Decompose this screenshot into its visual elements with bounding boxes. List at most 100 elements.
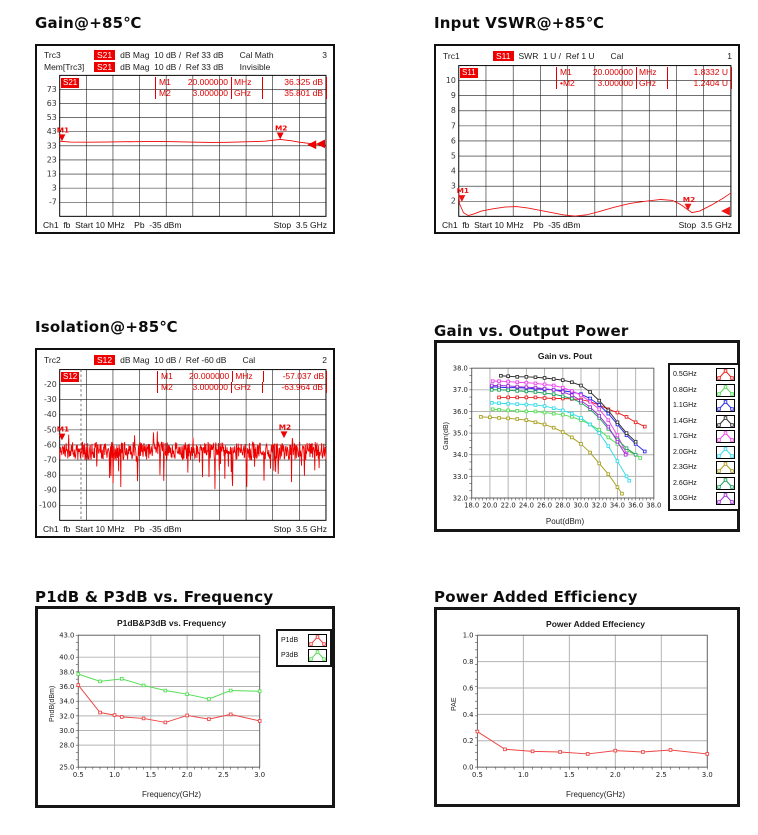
- sparam-corner-badge: S11: [460, 68, 478, 78]
- svg-text:-90: -90: [44, 486, 57, 495]
- series-PAE: [475, 729, 710, 756]
- trace-name: Trc1: [443, 50, 460, 61]
- marker-unit: MHz: [636, 67, 667, 78]
- legend-series-icon: [716, 399, 735, 413]
- svg-text:13: 13: [47, 169, 57, 178]
- svg-text:2.0: 2.0: [610, 771, 621, 779]
- measurement-trace: [59, 431, 327, 490]
- marker-unit: MHz: [232, 371, 263, 382]
- svg-text:8: 8: [451, 106, 456, 115]
- pae-plot: 0.5 1.0 1.5 2.0 2.5 3.0 0.0 0.2 0.4 0.6 0.8 1.0: [463, 632, 713, 779]
- svg-text:-60: -60: [44, 440, 57, 449]
- legend-item-1.7GHz: 1.7GHz: [673, 429, 735, 445]
- svg-text:3.0: 3.0: [702, 771, 713, 779]
- legend-label: P3dB: [281, 652, 299, 659]
- marker-readout-m1: M1 20.000000 MHz -57.037 dB: [157, 371, 327, 382]
- svg-text:36.0: 36.0: [628, 502, 643, 510]
- marker-label: M1: [157, 371, 189, 382]
- legend-series-icon: [716, 383, 735, 397]
- svg-text:0.6: 0.6: [463, 684, 474, 692]
- marker-readout-m1: M1 20.000000 MHz 36.325 dB: [155, 77, 327, 88]
- trace-name: Trc3: [44, 49, 61, 60]
- panel-gain: Gain@+85℃ Trc3 S21 dB Mag 10 dB / Ref 33…: [35, 14, 335, 234]
- legend-label: 2.3GHz: [673, 464, 697, 472]
- window-number: 2: [322, 354, 327, 365]
- marker-frequency: 3.000000: [597, 78, 633, 88]
- trace-edge-arrow: [721, 206, 730, 216]
- legend-series-icon: [716, 414, 735, 428]
- marker-value: 1.2404 U: [667, 78, 731, 89]
- series-0.8GHz: [490, 407, 642, 460]
- legend-series-icon: [716, 430, 735, 444]
- marker-label: M2: [157, 382, 189, 393]
- lv-chart-pae: Power Added Effeciency 0.5 1.0 1.5 2.0 2.5 3.…: [434, 607, 740, 807]
- svg-text:43.0: 43.0: [59, 632, 74, 640]
- svg-text:-80: -80: [44, 471, 57, 480]
- svg-text:0.5: 0.5: [472, 771, 483, 779]
- tick-labels: 0.5 1.0 1.5 2.0 2.5 3.0 0.0 0.2 0.4 0.6 0.8 1.0: [463, 632, 713, 779]
- svg-text:34.0: 34.0: [610, 502, 625, 510]
- grid: [59, 74, 327, 217]
- marker-label: •M2: [556, 78, 588, 89]
- cal-state: Cal: [242, 354, 256, 365]
- legend-series-icon: [716, 492, 735, 506]
- svg-text:33: 33: [47, 141, 57, 150]
- trace-format: dB Mag 10 dB / Ref 33 dB: [120, 61, 224, 72]
- marker-value: 36.325 dB: [262, 77, 326, 88]
- mem-state: Invisible: [239, 61, 271, 72]
- marker-readout-m2: •M2 3.000000 GHz 1.2404 U: [556, 78, 732, 89]
- svg-text:1.0: 1.0: [518, 771, 529, 779]
- svg-text:34.0: 34.0: [453, 451, 468, 459]
- marker-value: 1.8332 U: [667, 67, 731, 78]
- grid: [477, 635, 708, 768]
- svg-text:43: 43: [47, 127, 57, 136]
- svg-text:20.0: 20.0: [482, 502, 497, 510]
- panel-title-gain-vs-pout: Gain vs. Output Power: [434, 322, 629, 340]
- svg-text:0.5: 0.5: [73, 771, 84, 779]
- marker-glyph-label: M1: [57, 425, 69, 434]
- minor-ticks: [474, 634, 708, 770]
- lv-chart-p1db-p3db: P1dB&P3dB vs. Frequency 0.5 1.0 1.5 2.0 2.5 3…: [35, 606, 335, 808]
- y-axis-title: PndB(dBm): [49, 685, 56, 723]
- sweep-start-info: Ch1 fb Start 10 MHz Pb -35 dBm: [43, 220, 182, 230]
- legend-item-0.5GHz: 0.5GHz: [673, 367, 735, 383]
- vna-screen-vswr: Trc1 S11 SWR 1 U / Ref 1 U Cal 1 10 9 8 7 6 5…: [434, 44, 740, 234]
- svg-text:28.0: 28.0: [555, 502, 570, 510]
- svg-text:6: 6: [451, 136, 456, 145]
- svg-text:38.0: 38.0: [59, 668, 74, 676]
- cal-state: Cal Math: [239, 49, 274, 60]
- y-axis-tick-labels: 10 9 8 7 6 5 4 3 2: [446, 76, 456, 206]
- svg-text:30.0: 30.0: [573, 502, 588, 510]
- legend-label: P1dB: [281, 637, 299, 644]
- svg-text:-30: -30: [44, 395, 57, 404]
- sweep-start-info: Ch1 fb Start 10 MHz Pb -35 dBm: [442, 220, 581, 230]
- sweep-stop-info: Stop 3.5 GHz: [273, 524, 327, 534]
- trace-edge-arrow: [316, 139, 325, 149]
- svg-text:3: 3: [52, 184, 57, 193]
- sweep-stop-info: Stop 3.5 GHz: [273, 220, 327, 230]
- svg-text:30.0: 30.0: [59, 727, 74, 735]
- sweep-info-bar: Ch1 fb Start 10 MHz Pb -35 dBm Stop 3.5 …: [442, 220, 732, 230]
- svg-text:0.8: 0.8: [463, 658, 474, 666]
- sweep-info-bar: Ch1 fb Start 10 MHz Pb -35 dBm Stop 3.5 …: [43, 220, 327, 230]
- legend: 0.5GHz 0.8GHz 1.1GHz 1.4GHz 1.7GHz 2.0GHz 2.3G…: [668, 363, 740, 511]
- y-axis-tick-labels: -20 -30 -40 -50 -60 -70 -80 -90 -100: [39, 380, 57, 510]
- trace-format: dB Mag 10 dB / Ref -60 dB: [120, 354, 227, 365]
- y-axis-tick-labels: 73 63 53 43 33 23 13 3 -7: [47, 85, 57, 207]
- legend-item-1.4GHz: 1.4GHz: [673, 414, 735, 430]
- sparam-corner-badge: S12: [61, 372, 80, 382]
- legend-item-0.8GHz: 0.8GHz: [673, 383, 735, 399]
- sweep-start-info: Ch1 fb Start 10 MHz Pb -35 dBm: [43, 524, 182, 534]
- legend-series-icon: [716, 368, 735, 382]
- trace-name: Trc2: [44, 354, 61, 365]
- svg-text:40.0: 40.0: [59, 654, 74, 662]
- legend-series-icon: [308, 634, 327, 647]
- window-number: 3: [322, 49, 327, 60]
- svg-text:28.0: 28.0: [59, 742, 74, 750]
- svg-text:24.0: 24.0: [519, 502, 534, 510]
- panel-p1db-p3db: P1dB & P3dB vs. Frequency P1dB&P3dB vs. …: [35, 588, 335, 808]
- svg-text:0.2: 0.2: [463, 737, 474, 745]
